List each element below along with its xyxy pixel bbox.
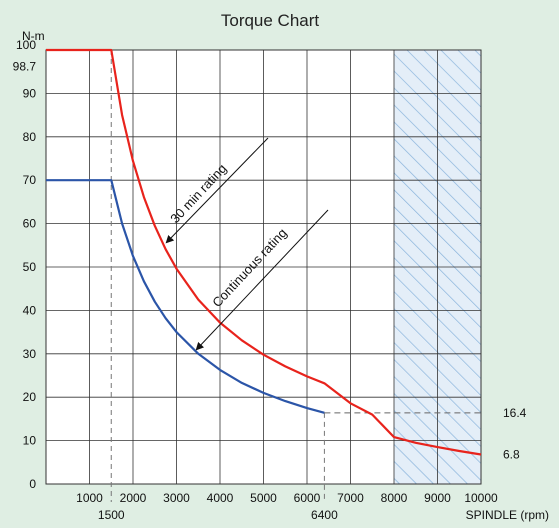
y-tick-label: 100 — [16, 38, 36, 52]
x-tick-label: 4000 — [207, 491, 234, 505]
value-label-16-4: 16.4 — [503, 406, 527, 420]
y-tick-label: 20 — [23, 390, 37, 404]
y-tick-label: 40 — [23, 303, 37, 317]
y-tick-label: 90 — [23, 86, 37, 100]
x-tick-label: 10000 — [464, 491, 498, 505]
x-tick-label: 9000 — [424, 491, 451, 505]
plot-border — [45, 49, 482, 485]
y-tick-label: 80 — [23, 130, 37, 144]
x-tick-label: 1000 — [76, 491, 103, 505]
value-label-6-8: 6.8 — [503, 447, 520, 461]
y-tick-label: 50 — [23, 260, 37, 274]
x-tick-label: 7000 — [337, 491, 364, 505]
chart-title: Torque Chart — [221, 11, 320, 30]
x-tick-label: 8000 — [381, 491, 408, 505]
x-tick-label: 1500 — [98, 508, 125, 522]
y-tick-label: 70 — [23, 173, 37, 187]
x-tick-label: 3000 — [163, 491, 190, 505]
y-tick-label: 60 — [23, 217, 37, 231]
y-tick-label: 30 — [23, 347, 37, 361]
y-tick-label: 0 — [29, 477, 36, 491]
y-tick-label: 10 — [23, 434, 37, 448]
x-tick-label: 6400 — [311, 508, 338, 522]
x-tick-label: 6000 — [294, 491, 321, 505]
series-line-continuous — [46, 179, 325, 414]
y-tick-label: 98.7 — [13, 60, 37, 74]
annotation-arrow-thirty-min — [165, 137, 269, 244]
y-axis-label: N-m — [22, 29, 45, 43]
x-axis-label: SPINDLE (rpm) — [466, 508, 549, 522]
x-tick-label: 5000 — [250, 491, 277, 505]
x-tick-label: 2000 — [120, 491, 147, 505]
series-line-thirty-min — [46, 48, 482, 456]
annotation-arrow-continuous — [195, 209, 329, 351]
